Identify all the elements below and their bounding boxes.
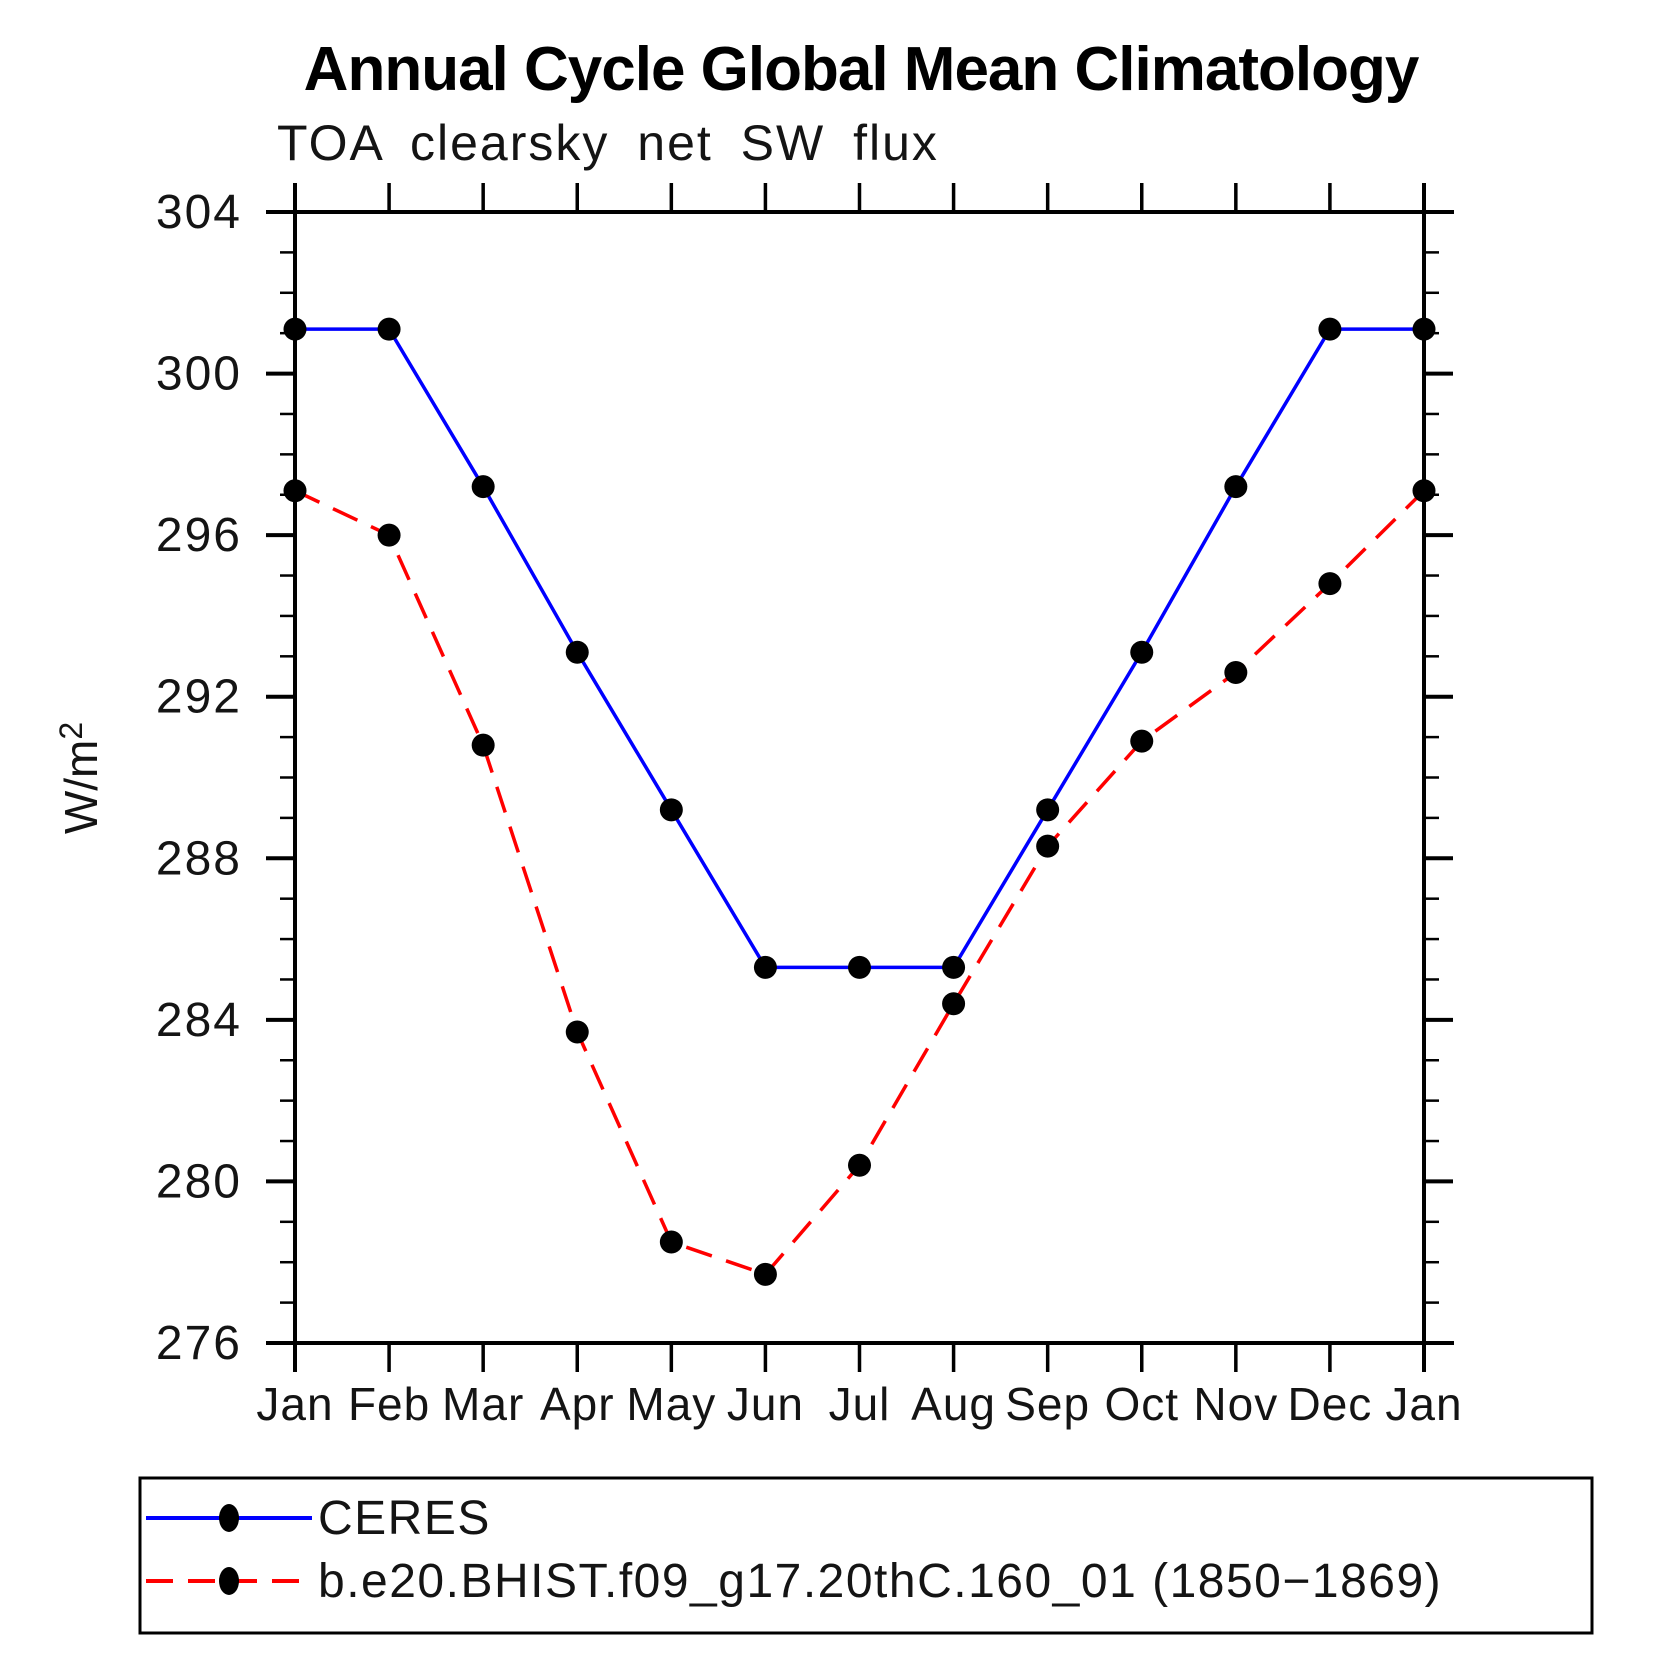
data-point-0-Apr [565,640,589,664]
data-point-1-Aug [942,992,966,1016]
legend-label-model: b.e20.BHIST.f09_g17.20thC.160_01 (1850−1… [318,1555,1442,1608]
y-tick-label: 276 [156,1317,242,1370]
y-axis-label: W/m2 [53,722,107,834]
data-point-1-Jan [283,479,307,503]
legend: CERES b.e20.BHIST.f09_g17.20thC.160_01 (… [138,1476,1594,1635]
x-tick-label: May [626,1378,716,1430]
data-point-1-Apr [565,1020,589,1044]
x-tick-label: Dec [1288,1378,1373,1430]
data-point-1-Mar [471,733,495,757]
y-tick-label: 284 [156,994,242,1047]
data-point-1-Oct [1130,729,1154,753]
x-tick-label: Jan [1385,1378,1462,1430]
series-line-0 [295,327,1424,970]
data-point-1-Jul [848,1153,871,1177]
data-point-0-Nov [1224,475,1248,499]
data-point-0-Mar [471,475,495,499]
x-tick-label: Oct [1104,1378,1179,1430]
y-tick-label: 296 [156,509,242,562]
data-point-1-Feb [377,523,401,547]
x-tick-label: Sep [1005,1378,1090,1430]
data-point-1-Jun [753,1262,777,1286]
legend-label-ceres: CERES [318,1492,491,1545]
data-point-0-Dec [1318,317,1342,341]
data-point-1-Jan [1412,479,1436,503]
y-tick-label: 304 [156,186,242,239]
data-point-0-Jan [283,317,307,341]
x-tick-label: Aug [911,1378,996,1430]
data-series [283,317,1436,1286]
x-tick-label: Jun [727,1378,804,1430]
y-axis-label-base: W/m [55,740,107,835]
data-point-0-Feb [377,317,401,341]
data-point-1-Nov [1224,660,1248,684]
data-point-1-Dec [1318,572,1342,596]
legend-marker-model [219,1567,239,1595]
data-point-0-Jun [753,955,777,979]
page-title: Annual Cycle Global Mean Climatology [304,35,1420,104]
data-point-0-Jan [1412,317,1436,341]
data-point-0-Jul [848,955,871,979]
y-tick-label: 280 [156,1155,242,1208]
x-tick-label: Jul [829,1378,891,1430]
x-tick-label: Feb [348,1378,430,1430]
data-point-0-Aug [942,955,966,979]
legend-marker-ceres [219,1504,239,1532]
legend-box [138,1476,1594,1635]
chart-subtitle: TOA clearsky net SW flux [277,115,939,171]
data-point-0-Sep [1036,798,1060,822]
x-tick-label: Nov [1193,1378,1278,1430]
data-point-1-May [659,1230,683,1254]
y-tick-label: 300 [156,348,242,401]
plot-axes [266,183,1454,1372]
data-point-1-Sep [1036,834,1060,858]
data-point-0-Oct [1130,640,1154,664]
x-tick-label: Jan [256,1378,333,1430]
y-tick-label: 288 [156,832,242,885]
data-point-0-May [659,798,683,822]
y-axis-label-superscript: 2 [53,722,89,740]
x-tick-labels: Jan Feb Mar Apr May Jun Jul Aug Sep Oct Nov Dec Jan [256,1378,1462,1430]
y-tick-labels: 276 280 284 288 292 296 300 304 [156,186,242,1370]
x-tick-label: Apr [540,1378,615,1430]
y-tick-label: 292 [156,671,242,724]
x-tick-label: Mar [442,1378,524,1430]
